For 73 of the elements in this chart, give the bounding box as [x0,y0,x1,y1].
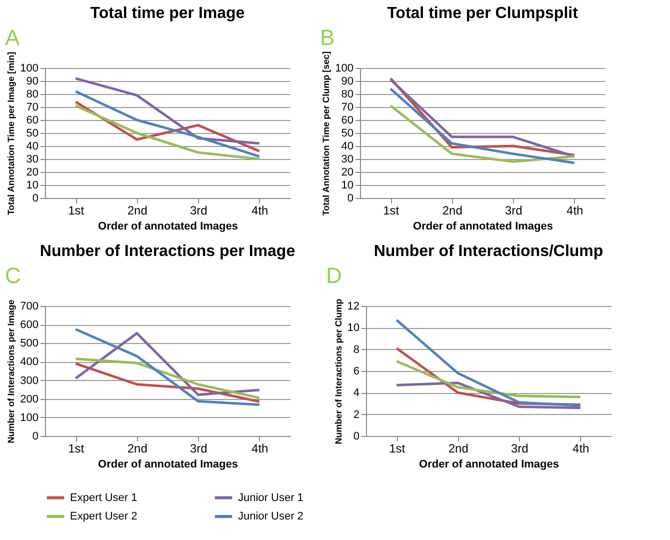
panel-letter: 80 [341,88,354,100]
panel-letter: Total time per Clumpsplit [387,5,578,22]
panel-letter: 50 [26,128,38,140]
panel-letter: 3rd [190,204,208,218]
panel-letter: 2 [353,408,360,421]
panel-letter: 1st [68,204,84,218]
panel-letter: 700 [20,300,38,312]
panel-letter: Number of Interactions per Image [6,300,16,444]
panel-letter: 20 [341,166,354,178]
panel-letter: 300 [20,374,38,387]
panel-letter: 80 [26,88,38,100]
panel-letter: 2nd [448,442,468,456]
panel-letter: Junior User 1 [238,492,304,504]
panel-letter: 100 [20,412,38,424]
panel-letter: Total Annotation Time per Clump [sec] [321,51,332,216]
panel-letter: 10 [347,322,360,334]
panel-letter: 4th [566,204,584,218]
panel-letter: 60 [26,114,38,126]
panel-letter: 3rd [504,204,522,218]
panel-letter: Order of annotated Images [413,220,553,232]
panel-letter: Order of annotated Images [98,458,238,470]
panel-letter: 100 [335,62,354,74]
panel-letter: 40 [341,140,354,152]
panel-letter: Total time per Image [90,5,245,22]
panel-letter: Expert User 1 [70,492,138,504]
panel-letter: 0 [347,192,354,204]
panel-letter: 10 [341,180,354,192]
panel-letter: Junior User 2 [238,510,304,522]
panel-letter: 100 [20,62,38,74]
panel-letter: 1st [68,442,84,456]
panel-letter: 0 [32,430,38,442]
panel-letter: 2nd [442,204,462,218]
panel-letter: 4 [353,387,360,400]
panel-letter: A [5,25,20,50]
panel-letter: 40 [26,140,38,152]
panel-letter: 30 [341,154,354,166]
panel-letter: Total Annotation Time per Image [min] [6,52,16,216]
panel-letter: 500 [20,338,38,350]
panel-letter: 6 [353,366,360,378]
panel-letter: 200 [20,393,38,406]
panel-letter: 4th [252,204,268,218]
panel-letter: 90 [341,76,354,88]
panel-letter: 3rd [190,442,208,456]
panel-letter: 2nd [127,204,148,218]
panel-letter: 20 [26,166,38,178]
panel-letter: D [326,263,342,288]
panel-letter: 3rd [510,442,528,456]
panel-letter: 400 [20,356,38,368]
panel-letter: 4th [572,442,590,456]
panel-letter: 30 [26,154,38,166]
panel-letter: 0 [32,192,38,204]
panel-letter: 2nd [127,442,148,456]
panel-letter: 10 [26,180,38,192]
panel-letter: 0 [353,430,360,442]
panel-letter: 70 [341,102,354,114]
panel-letter: 4th [252,442,268,456]
panel-letter: B [320,25,335,50]
panel-letter: Expert User 2 [70,510,138,522]
panel-letter: Number of Interactions per Clump [333,298,344,444]
panel-letter: 50 [341,128,354,140]
panel-letter: 1st [389,442,406,456]
panel-letter: 8 [353,344,360,356]
panel-letter: 90 [26,76,38,88]
panel-letter: 600 [20,319,38,332]
panel-letter: Number of Interactions per Image [40,243,296,260]
panel-letter: 1st [383,204,400,218]
panel-letter: Order of annotated Images [419,458,559,470]
panel-letter: 70 [26,102,38,114]
panel-letter: Number of Interactions/Clump [374,243,604,260]
panel-letter: C [5,263,21,288]
panel-letter: 60 [341,114,354,126]
panel-letter: 12 [347,300,360,312]
panel-letter: Order of annotated Images [98,220,238,232]
